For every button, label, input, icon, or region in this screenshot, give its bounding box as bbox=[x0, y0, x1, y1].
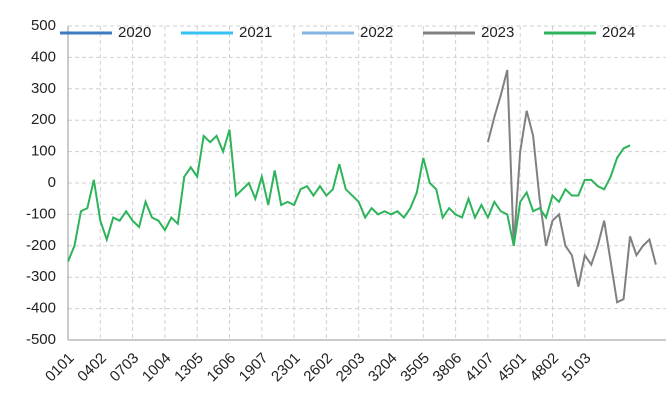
x-tick-label: 0402 bbox=[74, 350, 110, 386]
x-tick-label: 3505 bbox=[397, 350, 433, 386]
x-tick-label: 4802 bbox=[527, 350, 563, 386]
x-tick-label: 5103 bbox=[559, 350, 595, 386]
x-tick-label: 2602 bbox=[300, 350, 336, 386]
x-tick-label: 0101 bbox=[42, 350, 78, 386]
x-tick-label: 1305 bbox=[171, 350, 207, 386]
legend-label: 2023 bbox=[481, 24, 514, 41]
x-tick-label: 1606 bbox=[204, 350, 240, 386]
y-tick-label: -500 bbox=[26, 331, 56, 348]
legend-label: 2024 bbox=[602, 24, 635, 41]
x-tick-label: 2903 bbox=[333, 350, 369, 386]
x-tick-label: 1907 bbox=[236, 350, 272, 386]
y-tick-label: -200 bbox=[26, 237, 56, 254]
y-tick-label: 500 bbox=[31, 17, 56, 34]
y-tick-label: -300 bbox=[26, 268, 56, 285]
y-tick-label: -100 bbox=[26, 205, 56, 222]
legend-label: 2020 bbox=[118, 24, 151, 41]
x-tick-label: 3806 bbox=[430, 350, 466, 386]
y-tick-label: 100 bbox=[31, 143, 56, 160]
y-tick-label: 300 bbox=[31, 80, 56, 97]
x-tick-label: 4107 bbox=[462, 350, 498, 386]
x-tick-label: 3204 bbox=[365, 350, 401, 386]
x-tick-label: 4501 bbox=[494, 350, 530, 386]
x-tick-label: 1004 bbox=[139, 350, 175, 386]
x-tick-label: 0703 bbox=[107, 350, 143, 386]
y-tick-label: 0 bbox=[48, 174, 56, 191]
legend-label: 2022 bbox=[360, 24, 393, 41]
y-tick-label: 200 bbox=[31, 111, 56, 128]
y-tick-label: -400 bbox=[26, 300, 56, 317]
series-line bbox=[67, 129, 631, 262]
x-tick-label: 2301 bbox=[268, 350, 304, 386]
y-tick-label: 400 bbox=[31, 48, 56, 65]
legend-label: 2021 bbox=[239, 24, 272, 41]
series-line bbox=[486, 69, 657, 304]
